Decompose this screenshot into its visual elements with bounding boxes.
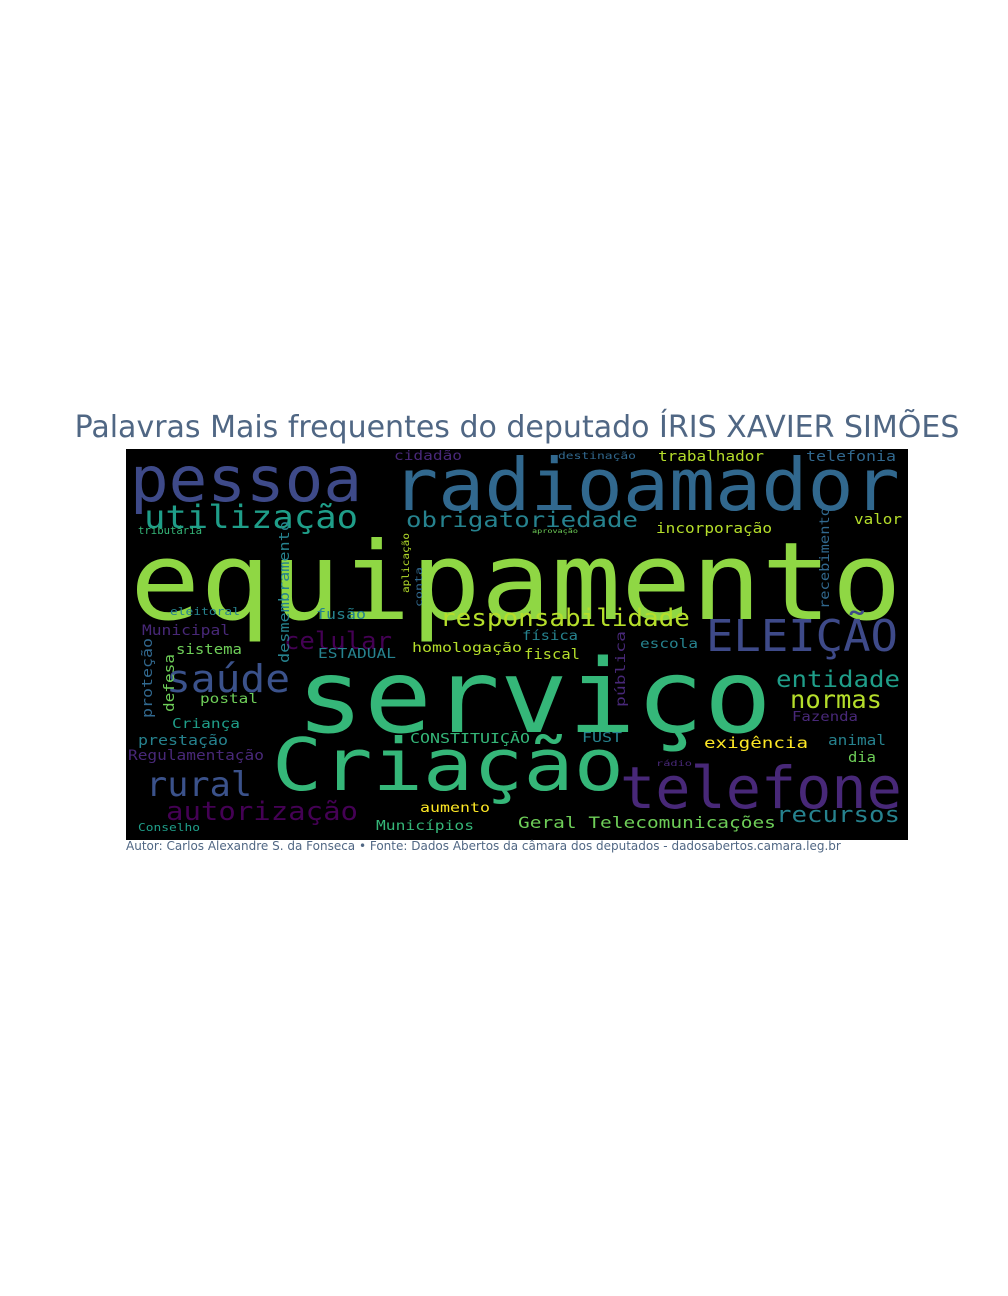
cloud-word: conta [414, 567, 425, 607]
cloud-word: saúde [166, 657, 290, 701]
word-cloud: equipamento serviço radioamador pessoa Criaç… [126, 449, 908, 840]
cloud-word: destinação [558, 451, 636, 462]
cloud-word: equipamento [130, 520, 902, 645]
source-footer: Autor: Carlos Alexandre S. da Fonseca • … [126, 839, 841, 853]
cloud-word: escola [640, 637, 699, 652]
cloud-word: animal [828, 733, 887, 749]
cloud-word: cidadão [394, 449, 463, 464]
cloud-word: entidade [776, 667, 900, 693]
cloud-word: aprovação [532, 528, 579, 535]
cloud-word: defesa [162, 653, 178, 712]
cloud-word: pessoa [130, 449, 363, 516]
cloud-word: responsabilidade [440, 604, 690, 632]
cloud-word: Municípios [376, 819, 475, 834]
cloud-word: incorporação [656, 521, 773, 537]
cloud-word: valor [854, 512, 903, 528]
cloud-word: proteção [140, 638, 156, 718]
cloud-word: celular [284, 627, 393, 655]
cloud-word: rural [146, 765, 253, 805]
cloud-word: Municipal [142, 623, 230, 639]
cloud-word: trabalhador [658, 449, 764, 465]
cloud-word: ESTADUAL [318, 647, 397, 662]
cloud-word: utilização [144, 498, 359, 536]
cloud-word: dia [848, 750, 877, 766]
cloud-word: sistema [176, 642, 242, 658]
cloud-word: pública [614, 630, 629, 707]
cloud-word: eleitoral [170, 605, 240, 618]
cloud-word: Criação [272, 723, 624, 807]
cloud-word: aplicação [401, 533, 412, 593]
cloud-word: radioamador [392, 449, 900, 527]
cloud-word: homologação [412, 641, 523, 656]
cloud-word: serviço [296, 638, 772, 757]
cloud-word: obrigatoriedade [406, 508, 638, 532]
cloud-word: exigência [704, 734, 809, 752]
cloud-word: desmembramento [277, 521, 293, 663]
cloud-word: Regulamentação [128, 748, 264, 764]
cloud-word: física [522, 629, 578, 644]
cloud-word: CONSTITUIÇÃO [410, 732, 531, 747]
cloud-word: tributária [138, 524, 202, 537]
cloud-word: rádio [656, 759, 692, 768]
cloud-word: Fazenda [792, 710, 858, 725]
cloud-word: Conselho [138, 821, 200, 834]
cloud-word: Geral Telecomunicações [518, 813, 776, 832]
cloud-word: FUST [582, 731, 622, 746]
cloud-word: telefone [620, 754, 902, 822]
cloud-word: ELEIÇÃO [706, 611, 898, 662]
cloud-word: normas [790, 685, 883, 714]
chart-title: Palavras Mais frequentes do deputado ÍRI… [74, 410, 960, 445]
cloud-word: fiscal [524, 647, 580, 663]
cloud-word: recursos [776, 803, 900, 828]
cloud-word: postal [200, 692, 259, 707]
cloud-word: fusão [316, 607, 366, 623]
cloud-word: telefonia [806, 449, 896, 465]
cloud-word: Criança [172, 717, 241, 732]
cloud-word: recebimento [818, 506, 833, 609]
cloud-word: prestação [138, 733, 228, 749]
cloud-word: aumento [420, 801, 490, 816]
cloud-word: autorização [166, 797, 358, 827]
